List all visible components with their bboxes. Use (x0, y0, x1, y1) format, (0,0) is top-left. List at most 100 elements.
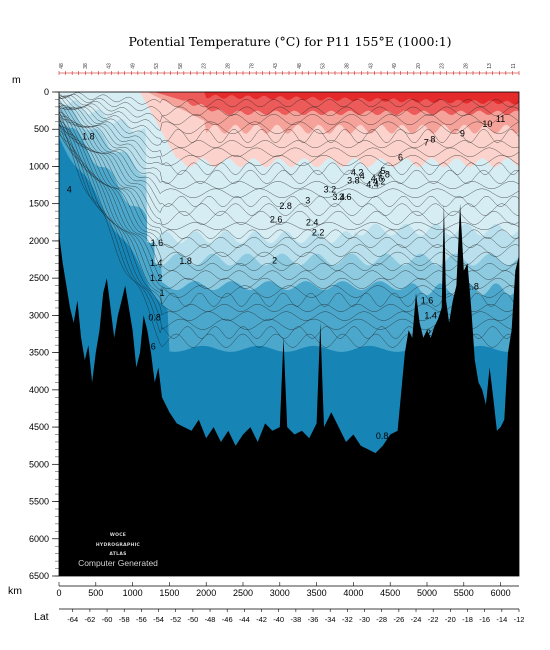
contour-label: 4.2 (351, 167, 364, 177)
contour-label: 4.8 (377, 170, 390, 180)
contour-label: 2.6 (270, 214, 283, 224)
station-number: 48 (59, 63, 65, 69)
contour-label: 8 (430, 135, 435, 145)
latitude-tick-label: -40 (273, 615, 284, 624)
contour-label: 4 (360, 171, 365, 181)
isoline (59, 117, 519, 266)
chart-title: Potential Temperature (°C) for P11 155°E… (128, 34, 451, 49)
depth-tick-label: 2500 (29, 273, 49, 283)
isoline (59, 103, 519, 190)
contour-label: 1.4 (424, 310, 437, 320)
contour-label: 1.2 (150, 273, 163, 283)
latitude-label: Lat (34, 611, 49, 623)
station-number: 53 (321, 63, 327, 69)
latitude-tick-label: -26 (393, 615, 404, 624)
depth-tick-label: 3500 (29, 348, 49, 358)
latitude-tick-label: -28 (376, 615, 387, 624)
contour-label: 5 (380, 166, 385, 176)
contour-label: 1.8 (179, 256, 192, 266)
distance-tick-label: 4500 (380, 588, 400, 598)
contour-label: 1.4 (150, 258, 163, 268)
isoline (59, 102, 519, 198)
isoline (59, 123, 519, 271)
latitude-tick-label: -14 (496, 615, 507, 624)
contour-label: 3.8 (347, 176, 360, 186)
isoline (59, 95, 519, 134)
station-number: 78 (249, 63, 255, 69)
depth-axis: 0 500 1000 1500 2000 2500 3000 3500 4000 4500 5000… (29, 87, 59, 581)
latitude-axis: -64 -62 -60 -58 -56 -54 -52 -50 -48 -46 -44 -42 -40-… (59, 608, 525, 624)
latitude-tick-label: -12 (514, 615, 525, 624)
latitude-tick-label: -32 (342, 615, 353, 624)
latitude-tick-label: -50 (187, 615, 198, 624)
distance-tick-label: 5000 (417, 588, 437, 598)
latitude-tick-label: -56 (136, 615, 147, 624)
depth-tick-label: 2000 (29, 236, 49, 246)
isoline (59, 111, 519, 216)
latitude-tick-label: -22 (428, 615, 439, 624)
latitude-tick-label: -58 (119, 615, 130, 624)
depth-tick-label: 5500 (29, 497, 49, 507)
depth-tick-label: 1500 (29, 199, 49, 209)
station-number: 58 (178, 63, 184, 69)
contour-label: 11 (496, 114, 505, 124)
latitude-tick-label: -30 (359, 615, 370, 624)
distance-axis: 0 500 1000 1500 2000 2500 3000 3500 4000 4500 5000… (56, 582, 519, 598)
latitude-tick-label: -34 (325, 615, 336, 624)
isoline (59, 93, 519, 117)
contour-label: 2 (272, 255, 277, 265)
depth-unit-label: m (12, 74, 21, 86)
contour-label: 1.8 (82, 132, 95, 142)
contour-label: 6 (398, 153, 403, 163)
isoline (59, 115, 519, 225)
distance-tick-label: 4000 (343, 588, 363, 598)
isoline (59, 99, 519, 158)
depth-tick-label: 0 (44, 87, 49, 97)
latitude-tick-label: -64 (67, 615, 78, 624)
contour-label: 1.6 (151, 238, 164, 248)
station-number: 43 (368, 63, 374, 69)
contour-label: 4.6 (371, 173, 384, 183)
distance-tick-label: 6000 (491, 588, 511, 598)
latitude-tick-label: -46 (222, 615, 233, 624)
contour-label: 7 (424, 138, 429, 148)
contour-label: 2.2 (312, 228, 325, 238)
station-number: 20 (416, 63, 422, 69)
isoline (59, 115, 519, 231)
distance-tick-label: 5500 (454, 588, 474, 598)
isoline (59, 106, 519, 175)
contour-label: 0.8 (148, 313, 161, 323)
distance-tick-label: 500 (88, 588, 103, 598)
latitude-tick-label: -42 (256, 615, 267, 624)
contour-label: 1.6 (421, 295, 434, 305)
contour-label: 2 (426, 328, 431, 338)
station-number: 11 (511, 63, 517, 68)
contour-label: 3.2 (324, 185, 337, 195)
isoline (59, 111, 519, 257)
station-number: 28 (463, 63, 469, 69)
station-number: 23 (202, 63, 208, 69)
distance-tick-label: 2000 (196, 588, 216, 598)
watermark-line-2: HYDROGRAPHIC (96, 542, 141, 548)
contour-label: 3.6 (339, 192, 352, 202)
latitude-tick-label: -20 (445, 615, 456, 624)
isoline (59, 124, 519, 280)
isoline (59, 95, 519, 126)
distance-tick-label: 0 (56, 588, 61, 598)
watermark-line-3: ATLAS (109, 551, 126, 557)
isoline (59, 96, 519, 149)
isoline (59, 92, 519, 108)
plot-frame (58, 91, 520, 577)
distance-tick-label: 3500 (307, 588, 327, 598)
isoline (59, 111, 519, 239)
temperature-band-8 (59, 92, 519, 105)
station-number: 48 (297, 63, 303, 69)
contour-label: 4.2 (373, 176, 386, 186)
distance-tick-label: 1000 (123, 588, 143, 598)
isoline (59, 109, 519, 248)
station-number: 43 (273, 63, 279, 69)
depth-tick-label: 5000 (29, 459, 49, 469)
depth-tick-label: 4000 (29, 385, 49, 395)
